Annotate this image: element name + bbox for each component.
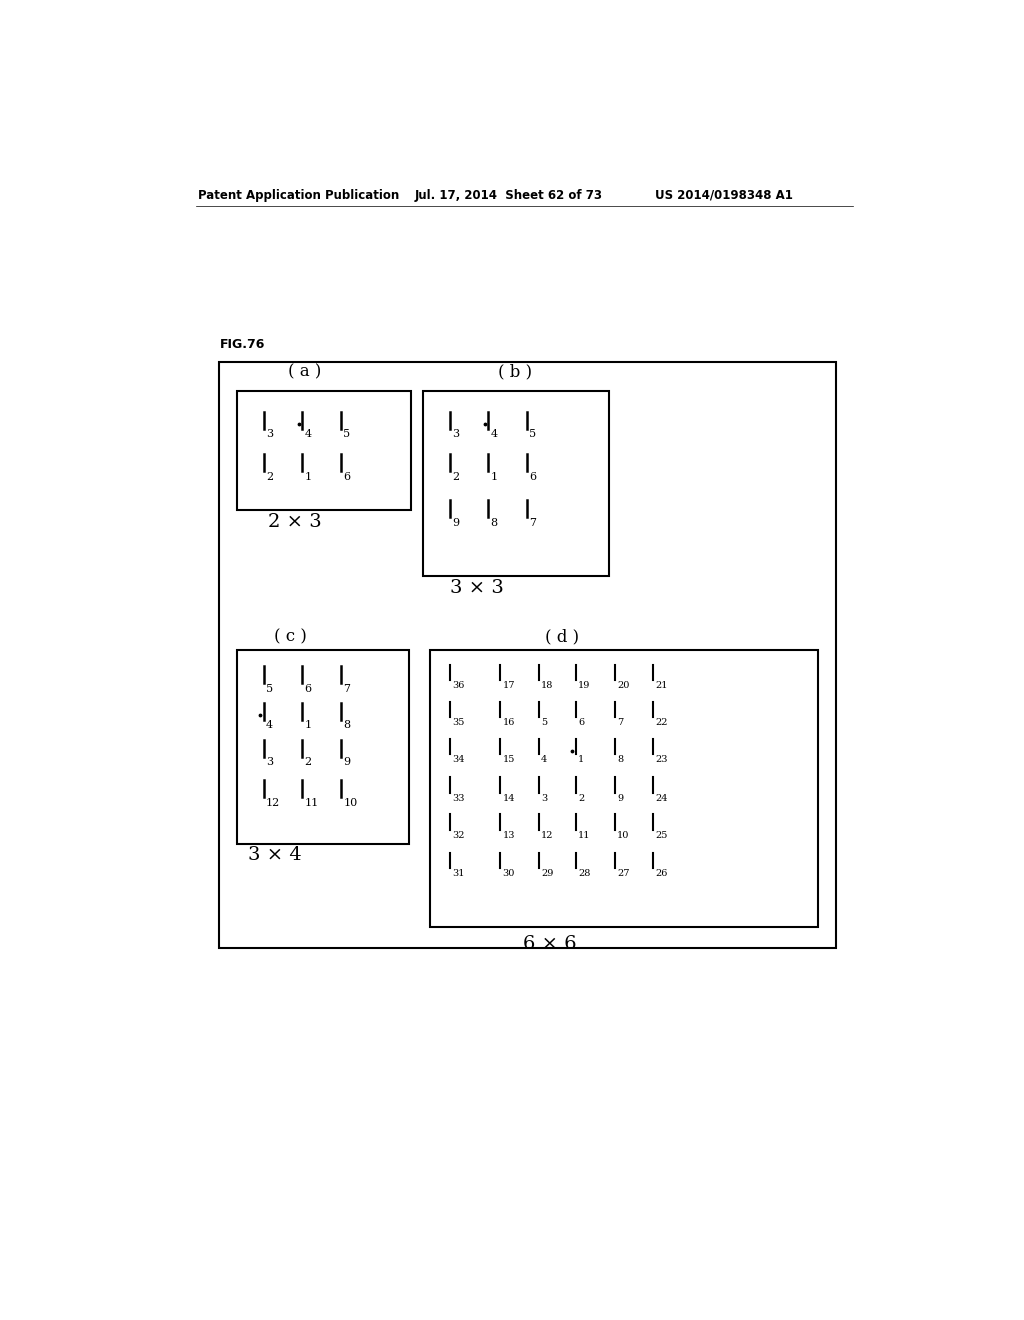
Text: 3: 3 (266, 758, 273, 767)
Text: 36: 36 (452, 681, 464, 690)
Text: ( a ): ( a ) (288, 363, 322, 380)
Text: 5: 5 (529, 429, 537, 440)
Text: 4: 4 (490, 429, 498, 440)
Text: 7: 7 (617, 718, 624, 727)
Text: 9: 9 (617, 793, 624, 803)
Text: 8: 8 (617, 755, 624, 764)
Text: 10: 10 (617, 830, 630, 840)
Text: 18: 18 (541, 681, 553, 690)
Text: 11: 11 (305, 797, 318, 808)
Text: 13: 13 (503, 830, 515, 840)
Text: 19: 19 (579, 681, 591, 690)
Text: 25: 25 (655, 830, 668, 840)
Text: 2: 2 (305, 758, 312, 767)
Text: 28: 28 (579, 869, 591, 878)
Text: Jul. 17, 2014  Sheet 62 of 73: Jul. 17, 2014 Sheet 62 of 73 (415, 189, 603, 202)
Text: 8: 8 (490, 517, 498, 528)
Text: 34: 34 (452, 755, 465, 764)
Text: 35: 35 (452, 718, 464, 727)
Text: 1: 1 (579, 755, 585, 764)
Text: 21: 21 (655, 681, 669, 690)
Text: 2: 2 (266, 471, 273, 482)
Text: 27: 27 (617, 869, 630, 878)
Text: 12: 12 (541, 830, 554, 840)
Text: US 2014/0198348 A1: US 2014/0198348 A1 (655, 189, 793, 202)
Text: 1: 1 (490, 471, 498, 482)
Text: ( b ): ( b ) (499, 363, 532, 380)
Text: 15: 15 (503, 755, 515, 764)
Text: 7: 7 (343, 684, 350, 693)
Text: 26: 26 (655, 869, 668, 878)
Bar (219, 363, 836, 948)
Text: 30: 30 (503, 869, 515, 878)
Text: 14: 14 (503, 793, 515, 803)
Text: 9: 9 (452, 517, 459, 528)
Text: 2: 2 (452, 471, 459, 482)
Text: Patent Application Publication: Patent Application Publication (198, 189, 399, 202)
Bar (237, 391, 411, 511)
Text: 5: 5 (343, 429, 350, 440)
Text: 3 × 3: 3 × 3 (450, 579, 504, 597)
Text: 16: 16 (503, 718, 515, 727)
Text: 12: 12 (266, 797, 281, 808)
Text: 6: 6 (305, 684, 312, 693)
Text: 23: 23 (655, 755, 669, 764)
Text: 5: 5 (541, 718, 547, 727)
Text: 33: 33 (452, 793, 465, 803)
Text: 4: 4 (305, 429, 312, 440)
Bar (237, 649, 409, 843)
Text: 3 × 4: 3 × 4 (248, 846, 302, 865)
Text: 3: 3 (541, 793, 547, 803)
Text: 6 × 6: 6 × 6 (523, 935, 577, 953)
Text: 2: 2 (579, 793, 585, 803)
Text: 4: 4 (541, 755, 547, 764)
Text: 6: 6 (579, 718, 585, 727)
Text: 10: 10 (343, 797, 357, 808)
Text: 1: 1 (305, 721, 312, 730)
Text: 24: 24 (655, 793, 669, 803)
Bar (430, 649, 818, 927)
Text: 11: 11 (579, 830, 591, 840)
Text: 8: 8 (343, 721, 350, 730)
Text: ( c ): ( c ) (274, 628, 307, 645)
Text: 4: 4 (266, 721, 273, 730)
Text: 20: 20 (617, 681, 630, 690)
Text: 3: 3 (452, 429, 459, 440)
Text: 31: 31 (452, 869, 465, 878)
Text: 3: 3 (266, 429, 273, 440)
Text: 9: 9 (343, 758, 350, 767)
Text: 6: 6 (529, 471, 537, 482)
Text: 2 × 3: 2 × 3 (267, 513, 322, 531)
Text: 22: 22 (655, 718, 669, 727)
Text: 5: 5 (266, 684, 273, 693)
Bar (423, 391, 608, 576)
Text: ( d ): ( d ) (545, 628, 579, 645)
Text: 29: 29 (541, 869, 553, 878)
Text: FIG.76: FIG.76 (219, 338, 265, 351)
Text: 7: 7 (529, 517, 537, 528)
Text: 6: 6 (343, 471, 350, 482)
Text: 17: 17 (503, 681, 515, 690)
Text: 32: 32 (452, 830, 465, 840)
Text: 1: 1 (305, 471, 312, 482)
